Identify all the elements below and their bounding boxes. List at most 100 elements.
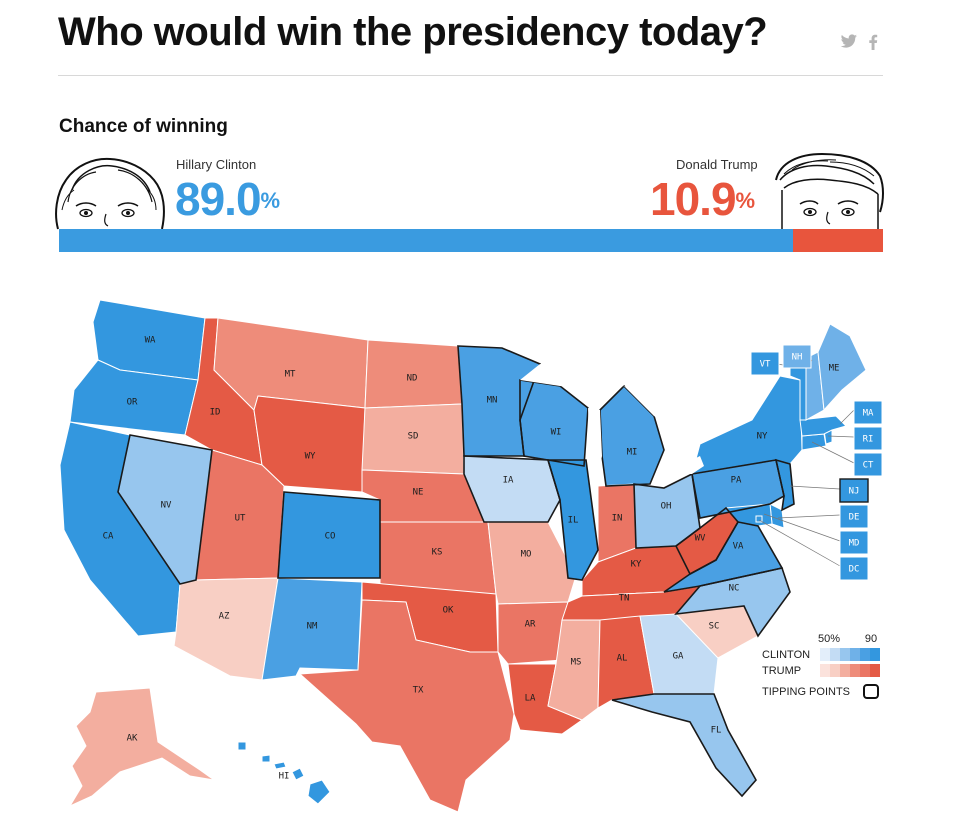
state-label-GA: GA xyxy=(673,652,684,662)
state-label-NE: NE xyxy=(413,488,424,498)
state-AZ[interactable] xyxy=(173,577,279,681)
state-CT[interactable] xyxy=(801,433,827,451)
state-box-CT[interactable] xyxy=(853,452,883,477)
tipping-point-outline-NV xyxy=(117,434,213,585)
state-box-label-MA: MA xyxy=(863,409,874,419)
legend-swatches xyxy=(820,648,880,677)
trump-percent: 10.9% xyxy=(650,173,756,225)
state-label-WY: WY xyxy=(305,452,316,462)
state-label-TX: TX xyxy=(413,686,424,696)
state-MA[interactable] xyxy=(799,415,847,437)
state-box-label-DC: DC xyxy=(849,565,860,575)
state-label-AL: AL xyxy=(617,654,628,664)
facebook-f-glyph xyxy=(869,34,878,50)
state-label-WA: WA xyxy=(145,336,156,346)
state-box-DC[interactable] xyxy=(839,556,869,581)
trump-percent-value: 10.9 xyxy=(650,173,737,225)
lake-michigan xyxy=(588,408,602,478)
state-HI[interactable] xyxy=(307,779,331,805)
clinton-portrait-icon xyxy=(55,157,165,230)
state-HI-island-maui[interactable] xyxy=(291,767,305,781)
trump-percent-sign: % xyxy=(735,188,756,213)
state-label-MN: MN xyxy=(487,396,498,406)
legend-swatch-clinton-5 xyxy=(870,648,880,661)
twitter-icon[interactable] xyxy=(840,34,858,52)
state-box-DE[interactable] xyxy=(839,504,869,529)
state-label-AR: AR xyxy=(525,620,536,630)
state-box-label-VT: VT xyxy=(760,360,771,370)
electoral-map: WA OR CA NV ID MT WY UT AZ CO NM ND SD NE KS OK TX MN IA MO… xyxy=(59,299,883,813)
state-label-AZ: AZ xyxy=(219,612,230,622)
state-HI-island-oahu[interactable] xyxy=(261,754,271,763)
state-HI-island-molokai[interactable] xyxy=(273,761,287,770)
facebook-icon[interactable] xyxy=(868,34,878,54)
state-AK[interactable] xyxy=(68,687,215,808)
state-label-HI: HI xyxy=(279,772,290,782)
state-GA[interactable] xyxy=(639,613,719,695)
state-label-MO: MO xyxy=(521,550,532,560)
trump-probability-segment xyxy=(793,229,883,252)
state-ME[interactable] xyxy=(817,323,867,412)
tipping-point-outline-VA xyxy=(663,521,784,593)
legend-swatch-trump-3 xyxy=(850,664,860,677)
state-label-NV: NV xyxy=(161,501,172,511)
state-label-KY: KY xyxy=(631,560,642,570)
state-box-RI[interactable] xyxy=(853,426,883,451)
clinton-percent: 89.0% xyxy=(175,173,281,225)
lake-huron xyxy=(624,386,664,422)
tipping-point-swatch xyxy=(863,684,879,699)
state-label-MT: MT xyxy=(285,370,296,380)
state-label-MS: MS xyxy=(571,658,582,668)
state-MO[interactable] xyxy=(484,521,577,605)
lake-erie xyxy=(664,456,704,474)
state-HI-group xyxy=(237,741,331,805)
states-layer xyxy=(59,299,867,813)
state-label-UT: UT xyxy=(235,514,246,524)
state-box-MD[interactable] xyxy=(839,530,869,555)
state-box-VT[interactable] xyxy=(750,351,780,376)
state-label-ME: ME xyxy=(829,364,840,374)
state-label-WI: WI xyxy=(551,428,562,438)
state-label-MI: MI xyxy=(627,448,638,458)
legend-swatch-trump-1 xyxy=(830,664,840,677)
state-labels: WA OR CA NV ID MT WY UT AZ CO NM ND SD NE KS OK TX MN IA MO… xyxy=(103,336,840,782)
state-box-label-MD: MD xyxy=(849,539,860,549)
state-label-FL: FL xyxy=(711,726,722,736)
legend-swatch-trump-5 xyxy=(870,664,880,677)
tipping-point-outline-FL xyxy=(611,693,757,798)
trump-name: Donald Trump xyxy=(676,157,758,172)
state-box-NJ[interactable] xyxy=(839,478,869,503)
state-box-MA[interactable] xyxy=(853,400,883,425)
legend-tipping-label: TIPPING POINTS xyxy=(762,686,850,698)
tipping-point-outline-WI xyxy=(519,379,589,467)
state-label-IL: IL xyxy=(568,516,579,526)
state-label-KS: KS xyxy=(432,548,443,558)
state-HI-island-kauai[interactable] xyxy=(237,741,247,751)
tipping-point-outline-CO xyxy=(277,491,381,579)
state-NY[interactable] xyxy=(691,375,803,475)
legend-tick-high: 90 xyxy=(865,633,877,645)
state-FL[interactable] xyxy=(611,693,757,797)
state-box-NH[interactable] xyxy=(782,344,812,369)
legend-swatch-trump-2 xyxy=(840,664,850,677)
clinton-percent-sign: % xyxy=(260,188,281,213)
state-TX[interactable] xyxy=(298,599,515,813)
state-box-label-NJ: NJ xyxy=(849,487,860,497)
state-label-SC: SC xyxy=(709,622,720,632)
state-AR[interactable] xyxy=(497,601,569,665)
win-probability-bar xyxy=(59,229,883,252)
state-label-OR: OR xyxy=(127,398,138,408)
state-label-SD: SD xyxy=(408,432,419,442)
state-KS[interactable] xyxy=(379,521,497,595)
state-box-label-RI: RI xyxy=(863,435,874,445)
state-label-PA: PA xyxy=(731,476,742,486)
state-label-WV: WV xyxy=(695,534,706,544)
state-label-CO: CO xyxy=(325,532,336,542)
clinton-percent-value: 89.0 xyxy=(175,173,262,225)
state-label-CA: CA xyxy=(103,532,114,542)
legend-swatch-clinton-3 xyxy=(850,648,860,661)
state-label-AK: AK xyxy=(127,734,138,744)
state-label-VA: VA xyxy=(733,542,744,552)
trump-portrait-icon xyxy=(775,152,884,230)
chance-heading: Chance of winning xyxy=(59,116,228,137)
